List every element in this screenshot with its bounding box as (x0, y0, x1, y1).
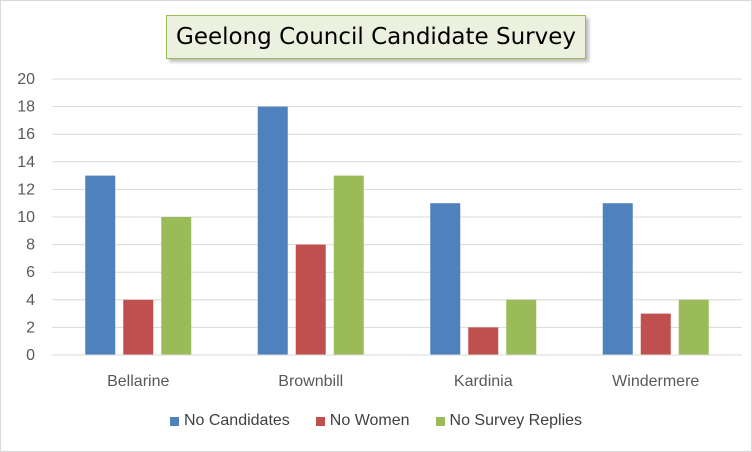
y-tick-label: 8 (26, 237, 35, 254)
bar-no-women-kardinia (468, 327, 499, 355)
y-tick-label: 6 (26, 264, 35, 281)
legend-item: No Candidates (169, 412, 290, 430)
legend-label: No Candidates (183, 412, 290, 429)
y-tick-label: 2 (26, 319, 35, 336)
legend-label: No Women (329, 412, 410, 429)
bar-no-candidates-windermere (602, 203, 633, 355)
bar-no-survey-replies-windermere (678, 299, 709, 355)
bar-no-women-bellarine (123, 299, 154, 355)
bar-no-survey-replies-bellarine (161, 217, 192, 355)
bar-no-survey-replies-brownbill (333, 175, 364, 355)
x-category-label: Bellarine (107, 373, 169, 390)
y-tick-label: 16 (17, 126, 35, 143)
legend-label: No Survey Replies (449, 412, 583, 429)
bar-no-women-brownbill (295, 244, 326, 355)
bar-no-survey-replies-kardinia (506, 299, 537, 355)
bar-no-candidates-brownbill (257, 106, 288, 355)
x-category-label: Kardinia (454, 373, 513, 390)
y-tick-label: 12 (17, 181, 35, 198)
legend-swatch (315, 416, 325, 426)
x-category-label: Brownbill (278, 373, 343, 390)
y-tick-label: 14 (17, 154, 35, 171)
bar-no-women-windermere (640, 313, 671, 355)
y-tick-label: 18 (17, 99, 35, 116)
y-tick-label: 4 (26, 292, 35, 309)
bar-no-candidates-bellarine (85, 175, 116, 355)
legend-swatch (435, 416, 445, 426)
chart-legend: No Candidates No Women No Survey Replies (0, 409, 752, 433)
y-tick-label: 0 (26, 347, 35, 364)
x-category-label: Windermere (612, 373, 699, 390)
y-tick-label: 10 (17, 209, 35, 226)
chart-title: Geelong Council Candidate Survey (166, 15, 586, 59)
legend-swatch (169, 416, 179, 426)
bar-no-candidates-kardinia (430, 203, 461, 355)
legend-item: No Survey Replies (435, 412, 583, 430)
y-tick-label: 20 (17, 71, 35, 88)
legend-item: No Women (315, 412, 410, 430)
